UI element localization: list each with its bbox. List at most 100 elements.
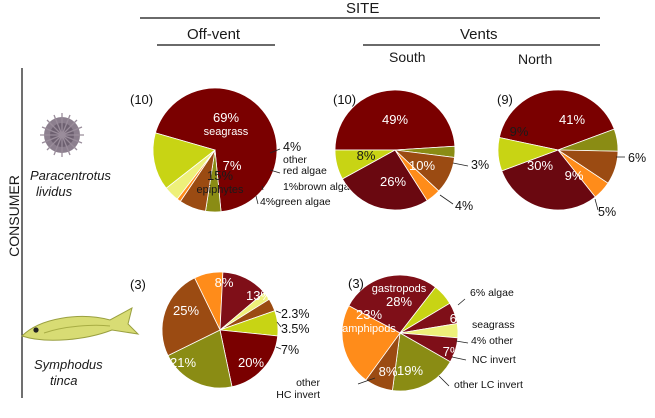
pie-slice bbox=[348, 274, 437, 334]
leader-line bbox=[457, 298, 466, 306]
leader-line bbox=[439, 194, 454, 205]
leader-line bbox=[261, 185, 264, 191]
slice-label: 6% bbox=[450, 311, 469, 326]
pie-slice bbox=[334, 89, 456, 151]
slice-label: 9% bbox=[510, 124, 529, 139]
pie-slice bbox=[152, 132, 216, 189]
slice-label: 41% bbox=[559, 112, 585, 127]
slice-label: 7% bbox=[443, 344, 462, 359]
leader-line bbox=[438, 375, 450, 387]
pie-slice bbox=[497, 137, 560, 172]
pie-chart: (10) 49% 10%26% 8% 3% 4% bbox=[333, 89, 489, 213]
sample-size-label: (3) bbox=[348, 276, 364, 291]
leader-line bbox=[275, 310, 282, 314]
vents-header: Vents bbox=[460, 26, 498, 43]
pie-slice bbox=[501, 149, 596, 211]
leader-line bbox=[451, 356, 467, 361]
sea-urchin-illustration bbox=[40, 113, 84, 157]
fish-illustration bbox=[21, 307, 140, 341]
species-epithet: tinca bbox=[50, 373, 78, 388]
sample-size-label: (10) bbox=[333, 92, 356, 107]
species-genus: Paracentrotus bbox=[30, 168, 111, 183]
slice-label: 25% bbox=[173, 303, 199, 318]
outside-label: other bbox=[296, 377, 320, 389]
slice-label: 10% bbox=[409, 158, 435, 173]
pie-chart: (10) 69%seagrass 7%15%epiphytes 4%otherred … bbox=[130, 87, 356, 213]
outside-label: NC invert bbox=[472, 354, 516, 366]
slice-label: 23% bbox=[356, 307, 382, 322]
slice-label: 8% bbox=[357, 148, 376, 163]
outside-label: 6% algae bbox=[470, 287, 514, 299]
pie-slice bbox=[498, 89, 615, 151]
pie-slice bbox=[391, 332, 451, 392]
species-genus: Symphodus bbox=[34, 357, 103, 372]
species-epithet: lividus bbox=[36, 184, 73, 199]
leader-line bbox=[276, 321, 282, 328]
south-header: South bbox=[389, 49, 426, 65]
slice-label: 13% bbox=[246, 288, 272, 303]
slice-label: 7% bbox=[223, 158, 242, 173]
slice-label: 30% bbox=[527, 158, 553, 173]
slice-label: epiphytes bbox=[196, 184, 244, 196]
north-header: North bbox=[518, 51, 553, 67]
pie-slice bbox=[341, 149, 428, 211]
leader-line bbox=[594, 198, 599, 211]
leader-line bbox=[455, 340, 469, 344]
slice-label: 21% bbox=[170, 355, 196, 370]
species-label-paracentrotus: Paracentrotus lividus bbox=[30, 168, 111, 200]
pie-chart: (9) 41% 9% 30% 9% 6% 5% bbox=[497, 89, 646, 219]
leader-line bbox=[357, 377, 376, 385]
outside-label: 2.3% bbox=[281, 307, 310, 321]
leader-line bbox=[269, 148, 281, 154]
outside-label: other LC invert bbox=[454, 379, 523, 391]
leader-line bbox=[255, 195, 259, 205]
slice-label: 8% bbox=[215, 275, 234, 290]
outside-label: HC invert bbox=[276, 389, 320, 401]
slice-label: 19% bbox=[397, 363, 423, 378]
sample-size-label: (9) bbox=[497, 92, 513, 107]
outside-label: red algae bbox=[283, 165, 327, 177]
offvent-header: Off-vent bbox=[187, 26, 241, 43]
slice-label: seagrass bbox=[204, 126, 249, 138]
sample-size-label: (3) bbox=[130, 277, 146, 292]
slice-label: 69% bbox=[213, 110, 239, 125]
outside-label: seagrass bbox=[472, 319, 515, 331]
pie-chart: (3) 8% 13% 20% 21% 25% 2.3%3.5% 7% bbox=[130, 271, 310, 389]
consumer-axis-label: CONSUMER bbox=[6, 175, 22, 257]
slice-label: 28% bbox=[386, 294, 412, 309]
pie-slice bbox=[334, 149, 396, 180]
outside-label: 3.5% bbox=[281, 322, 310, 336]
sample-size-label: (10) bbox=[130, 92, 153, 107]
pie-slice bbox=[167, 329, 233, 389]
leader-line bbox=[452, 162, 469, 167]
outside-label: 3% bbox=[471, 158, 489, 172]
leader-line bbox=[275, 346, 282, 350]
slice-label: 15% bbox=[207, 168, 233, 183]
site-header: SITE bbox=[346, 0, 380, 17]
outside-label: 1%brown algae bbox=[283, 181, 356, 193]
slice-label: amphipods bbox=[342, 323, 396, 335]
outside-label: 5% bbox=[598, 205, 616, 219]
pie-slice bbox=[161, 277, 221, 357]
outside-label: 4% bbox=[455, 199, 473, 213]
leader-line bbox=[269, 169, 281, 174]
pie-slice bbox=[154, 87, 278, 213]
slice-label: 20% bbox=[238, 355, 264, 370]
species-label-symphodus: Symphodus tinca bbox=[34, 357, 103, 389]
pie-slice bbox=[341, 305, 401, 381]
outside-label: 4% bbox=[283, 140, 301, 154]
slice-label: 9% bbox=[565, 168, 584, 183]
outside-label: 6% bbox=[628, 151, 646, 165]
slice-label: 49% bbox=[382, 112, 408, 127]
slice-label: 26% bbox=[380, 174, 406, 189]
outside-label: 4% other bbox=[471, 335, 514, 347]
slice-label: 8% bbox=[379, 364, 398, 379]
outside-label: 4%green algae bbox=[260, 196, 331, 208]
slice-label: gastropods bbox=[372, 283, 427, 295]
outside-label: other bbox=[283, 154, 307, 166]
pie-slice bbox=[219, 329, 279, 388]
outside-label: 7% bbox=[281, 343, 299, 357]
